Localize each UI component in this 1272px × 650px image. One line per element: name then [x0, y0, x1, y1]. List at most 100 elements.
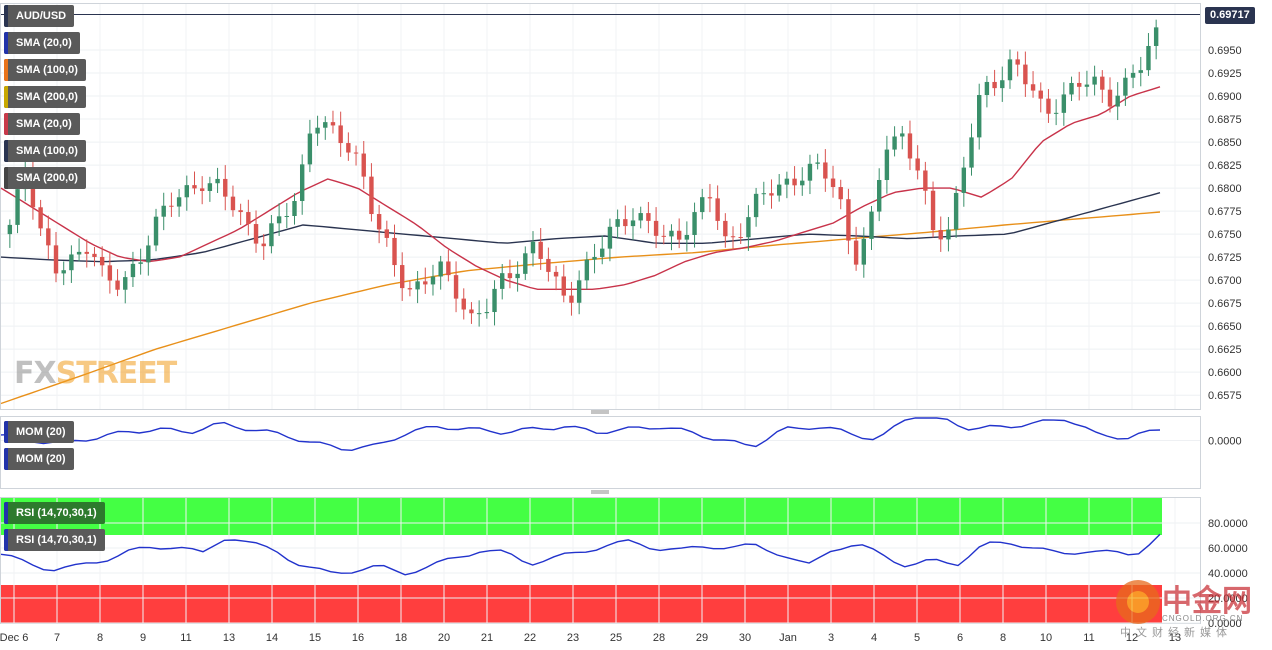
- mom-panel-frame: [0, 416, 1201, 489]
- candle-body: [684, 234, 690, 240]
- legend-price-3[interactable]: SMA (200,0): [4, 86, 86, 108]
- price-tick-label: 0.6600: [1208, 367, 1242, 379]
- legend-label: RSI (14,70,30,1): [16, 534, 97, 546]
- candle-body: [930, 190, 936, 231]
- candle-body: [492, 288, 497, 313]
- price-tick-label: 0.6925: [1208, 68, 1242, 80]
- candle-body: [53, 245, 59, 274]
- candle-body: [1092, 76, 1097, 85]
- legend-label: MOM (20): [16, 426, 66, 438]
- candle-body: [907, 133, 913, 159]
- candle-body: [1077, 82, 1082, 87]
- candle-body: [1030, 84, 1036, 91]
- candle-body: [523, 253, 528, 274]
- candle-body: [1138, 70, 1143, 73]
- legend-price-6[interactable]: SMA (200,0): [4, 167, 86, 189]
- candle-body: [323, 122, 328, 128]
- mom-panel-resize-handle[interactable]: [591, 410, 609, 414]
- candle-body: [623, 219, 628, 227]
- legend-mom-1[interactable]: MOM (20): [4, 448, 74, 470]
- candle-body: [669, 230, 674, 237]
- legend-rsi-0[interactable]: RSI (14,70,30,1): [4, 502, 105, 524]
- rsi-panel-resize-handle[interactable]: [591, 490, 609, 494]
- price-tick-label: 0.6775: [1208, 206, 1242, 218]
- candle-body: [400, 265, 405, 289]
- candle-body: [607, 226, 613, 249]
- x-tick-label: 6: [957, 632, 963, 644]
- legend-price-5[interactable]: SMA (100,0): [4, 140, 86, 162]
- candle-body: [92, 253, 97, 257]
- candle-body: [538, 241, 543, 259]
- candle-body: [230, 196, 236, 211]
- legend-price-2[interactable]: SMA (100,0): [4, 59, 86, 81]
- price-tick-label: 0.6675: [1208, 298, 1242, 310]
- candle-body: [961, 167, 967, 193]
- price-tick-label: 0.6725: [1208, 252, 1242, 264]
- x-tick-label: 5: [914, 632, 920, 644]
- candle-body: [123, 277, 128, 290]
- rsi-tick-label: 20.0000: [1208, 593, 1248, 605]
- legend-label: RSI (14,70,30,1): [16, 507, 97, 519]
- candle-body: [276, 216, 282, 224]
- candle-body: [1123, 77, 1128, 96]
- candle-body: [192, 185, 197, 189]
- sma100-line: [0, 192, 1161, 263]
- legend-price-1[interactable]: SMA (20,0): [4, 32, 80, 54]
- candle-body: [430, 276, 436, 285]
- legend-price-4[interactable]: SMA (20,0): [4, 113, 80, 135]
- candle-body: [1100, 76, 1105, 90]
- x-tick-label: 16: [352, 632, 364, 644]
- candle-body: [753, 193, 759, 218]
- candle-body: [307, 133, 313, 165]
- candle-body: [938, 230, 943, 240]
- candle-body: [1038, 90, 1043, 99]
- candle-body: [569, 295, 574, 303]
- candle-body: [353, 152, 359, 154]
- candle-body: [1107, 89, 1113, 107]
- legend-mom-0[interactable]: MOM (20): [4, 421, 74, 443]
- candle-body: [584, 259, 590, 281]
- x-tick-label: 4: [871, 632, 877, 644]
- candle-body: [453, 275, 459, 299]
- legend-price-0[interactable]: AUD/USD: [4, 5, 75, 27]
- candle-body: [861, 238, 867, 265]
- candle-body: [30, 171, 36, 208]
- x-tick-label: 14: [266, 632, 278, 644]
- candle-body: [361, 153, 366, 177]
- candle-body: [800, 180, 805, 186]
- candle-body: [653, 220, 659, 236]
- candle-body: [207, 183, 213, 191]
- candle-body: [369, 176, 374, 215]
- candle-body: [330, 122, 336, 126]
- candle-body: [76, 251, 82, 255]
- candle-body: [1146, 45, 1151, 71]
- cngold-watermark-logo: 中金网 CNGOLD.ORG.CN 中文财经新媒体: [1110, 574, 1272, 644]
- rsi-tick-label: 0.0000: [1208, 618, 1242, 630]
- price-tick-label: 0.6850: [1208, 137, 1242, 149]
- candle-body: [515, 273, 520, 279]
- mom-tick-label: 0.0000: [1208, 436, 1242, 448]
- candle-body: [746, 217, 751, 238]
- candle-body: [161, 205, 166, 217]
- candle-body: [838, 187, 843, 200]
- candle-body: [1007, 59, 1013, 81]
- legend-label: SMA (200,0): [16, 91, 78, 103]
- candle-body: [869, 211, 874, 239]
- candle-body: [892, 136, 897, 150]
- candle-body: [507, 273, 513, 279]
- candle-body: [1084, 84, 1090, 87]
- y-axis-labels: 0.6950 0.6925 0.6900 0.6875 0.6850 0.6825 0.68…: [1208, 45, 1248, 630]
- candle-body: [130, 263, 136, 278]
- momentum-line: [0, 417, 1161, 452]
- candle-body: [423, 281, 428, 285]
- candle-body: [592, 256, 597, 260]
- fxstreet-watermark-logo: FXSTREET: [14, 356, 177, 391]
- price-tick-label: 0.6900: [1208, 91, 1242, 103]
- x-tick-label: 28: [653, 632, 665, 644]
- candle-body: [1115, 95, 1120, 107]
- legend-rsi-1[interactable]: RSI (14,70,30,1): [4, 529, 105, 551]
- candle-body: [730, 236, 736, 238]
- candle-body: [692, 212, 697, 235]
- legend-color-swatch: [4, 167, 8, 189]
- candle-body: [246, 212, 251, 225]
